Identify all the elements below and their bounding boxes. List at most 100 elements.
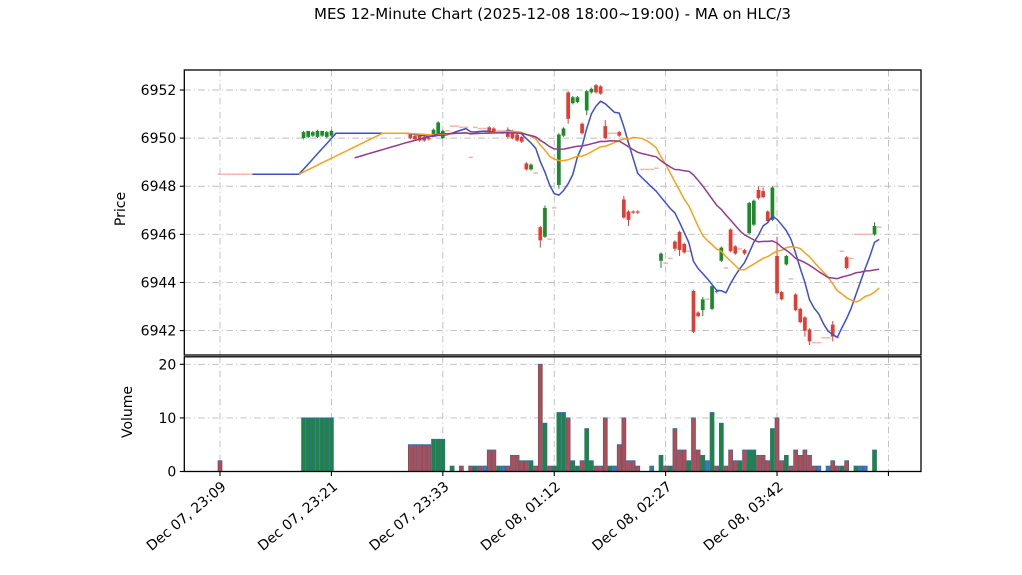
up-candle: [561, 128, 566, 136]
volume-bar: [547, 465, 552, 472]
volume-bar: [491, 449, 497, 472]
flat-candle: [552, 207, 557, 209]
volume-bar: [435, 438, 441, 472]
volume-bar: [770, 428, 775, 472]
volume-bar: [858, 465, 863, 472]
down-candle: [566, 92, 570, 119]
volume-bar: [700, 454, 706, 472]
flat-candle: [459, 126, 464, 129]
volume-bar: [612, 465, 617, 472]
volume-bar: [783, 454, 789, 472]
flat-candle: [663, 262, 668, 264]
flat-candle: [858, 233, 863, 236]
volume-bar: [746, 449, 752, 472]
down-candle: [830, 324, 835, 337]
volume-bar: [482, 465, 487, 472]
volume-bar: [561, 412, 566, 472]
volume-tick-label: 0: [167, 465, 176, 481]
volume-bar: [417, 444, 422, 472]
volume-bar: [528, 460, 534, 472]
down-candle: [487, 127, 492, 131]
volume-bar: [556, 412, 562, 472]
flat-candle: [231, 173, 237, 175]
flat-candle: [839, 250, 845, 252]
down-candle: [622, 199, 626, 218]
flat-candle: [867, 233, 873, 236]
down-candle: [408, 134, 413, 139]
volume-bar: [811, 465, 817, 472]
volume-bar: [459, 465, 464, 472]
volume-bar: [807, 454, 812, 472]
volume-bar: [788, 465, 794, 472]
volume-bar: [765, 460, 771, 472]
volume-bar: [579, 460, 585, 472]
volume-bar: [853, 465, 859, 472]
flat-candle: [607, 132, 613, 135]
flat-candle: [245, 173, 251, 175]
volume-bar: [519, 460, 525, 472]
volume-bar: [732, 460, 738, 472]
flat-candle: [222, 173, 227, 175]
flat-candle: [821, 337, 826, 339]
down-candle: [524, 163, 529, 170]
volume-bar: [667, 465, 673, 472]
volume-bar: [477, 465, 483, 472]
date-tick-label: Dec 08, 03:42: [701, 479, 787, 555]
up-candle: [575, 97, 580, 103]
volume-bar: [718, 422, 724, 472]
down-candle: [691, 290, 696, 332]
down-candle: [793, 294, 798, 311]
volume-bar: [649, 465, 655, 472]
volume-bar: [616, 444, 622, 472]
volume-bar: [301, 417, 306, 472]
volume-bar: [431, 438, 436, 472]
volume-bar: [329, 417, 334, 472]
flat-candle: [640, 168, 645, 171]
volume-bar: [575, 465, 580, 472]
down-candle: [617, 132, 622, 136]
volume-bar: [839, 465, 845, 472]
volume-bar: [440, 438, 446, 472]
volume-bar: [315, 417, 320, 472]
flat-candle: [863, 233, 868, 236]
volume-bar: [742, 449, 747, 472]
volume-bar: [533, 465, 539, 472]
down-candle: [742, 249, 747, 254]
volume-bar: [709, 412, 715, 472]
down-candle: [505, 130, 510, 137]
volume-bar: [598, 465, 603, 472]
flat-candle: [644, 168, 650, 171]
volume-bar: [305, 417, 311, 472]
up-candle: [751, 200, 756, 225]
volume-bar: [737, 460, 743, 472]
flat-candle: [482, 127, 487, 130]
down-candle: [626, 211, 631, 220]
down-candle: [682, 243, 687, 253]
flat-candle: [217, 173, 223, 175]
up-candle: [719, 247, 724, 261]
volume-bar: [551, 465, 557, 472]
ma-line-ma-fast: [252, 100, 880, 338]
down-candle: [677, 231, 682, 250]
volume-bar: [565, 417, 571, 472]
up-candle: [589, 88, 594, 93]
up-candle: [301, 132, 306, 139]
down-candle: [714, 290, 719, 293]
volume-bar: [672, 428, 678, 472]
volume-bar: [658, 454, 664, 472]
down-candle: [765, 211, 770, 222]
up-candle: [700, 299, 705, 311]
date-tick-label: Dec 07, 23:21: [255, 479, 341, 555]
flat-candle: [811, 341, 817, 344]
down-candle: [594, 85, 598, 93]
up-candle: [324, 132, 329, 137]
ma-line-ma-mid: [298, 130, 880, 303]
volume-bar: [514, 454, 520, 472]
volume-bar: [449, 465, 455, 472]
flat-candle: [533, 172, 538, 174]
flat-candle: [468, 156, 473, 159]
price-tick-label: 6948: [141, 179, 177, 195]
flat-candle: [825, 337, 831, 339]
volume-bar: [412, 444, 418, 472]
flat-candle: [500, 130, 506, 132]
